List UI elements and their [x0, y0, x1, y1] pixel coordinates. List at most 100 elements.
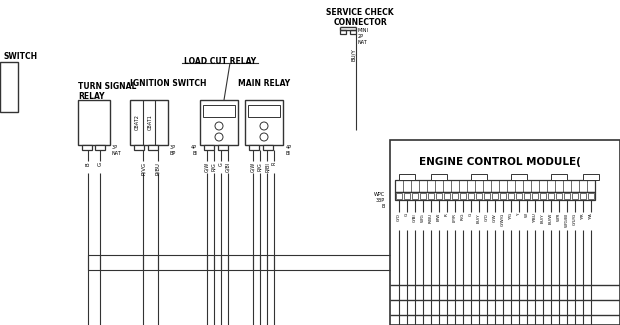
- Text: Y: Y: [517, 213, 521, 215]
- Text: G: G: [469, 213, 473, 216]
- Text: Y/G: Y/G: [509, 213, 513, 220]
- Text: LOAD CUT RELAY: LOAD CUT RELAY: [184, 57, 256, 66]
- Text: MAIN RELAY: MAIN RELAY: [238, 79, 290, 88]
- Text: 3P
NAT: 3P NAT: [112, 145, 122, 156]
- Bar: [436, 193, 442, 199]
- Bar: [399, 174, 415, 180]
- Text: W/G/BI: W/G/BI: [565, 213, 569, 227]
- Text: Y/BU: Y/BU: [533, 213, 537, 223]
- Bar: [492, 193, 498, 199]
- Bar: [130, 100, 168, 145]
- Text: 4P
BI: 4P BI: [286, 145, 292, 156]
- Bar: [390, 140, 620, 325]
- Text: W/R: W/R: [557, 213, 561, 221]
- Bar: [468, 193, 474, 199]
- Text: R/G: R/G: [461, 213, 465, 220]
- Text: R: R: [445, 213, 449, 216]
- Text: G/O: G/O: [485, 213, 489, 221]
- Bar: [484, 193, 490, 199]
- Text: BU/W: BU/W: [549, 213, 553, 224]
- Text: CONNECTOR: CONNECTOR: [333, 18, 387, 27]
- Text: MINI
2P
NAT: MINI 2P NAT: [358, 28, 369, 45]
- Bar: [508, 193, 514, 199]
- Bar: [148, 145, 158, 150]
- Bar: [556, 193, 562, 199]
- Bar: [452, 193, 458, 199]
- Text: G/W/G: G/W/G: [501, 213, 505, 227]
- Text: CBAT1: CBAT1: [148, 114, 153, 130]
- Text: BU/Y: BU/Y: [541, 213, 545, 223]
- Text: Y/A: Y/A: [589, 213, 593, 220]
- Bar: [200, 100, 238, 145]
- Bar: [248, 105, 280, 117]
- Bar: [428, 193, 434, 199]
- Text: R/G: R/G: [211, 162, 216, 171]
- Bar: [245, 100, 283, 145]
- Text: G/BI: G/BI: [413, 213, 417, 222]
- Bar: [500, 193, 506, 199]
- Text: TURN SIGNAL: TURN SIGNAL: [78, 82, 136, 91]
- Text: G: G: [218, 162, 223, 166]
- Text: W: W: [525, 213, 529, 217]
- Bar: [476, 193, 482, 199]
- Bar: [580, 193, 586, 199]
- Text: G/BI: G/BI: [226, 162, 231, 172]
- Text: ENGINE CONTROL MODULE(: ENGINE CONTROL MODULE(: [419, 157, 581, 167]
- Text: 4P
BI: 4P BI: [191, 145, 197, 156]
- Bar: [203, 105, 235, 117]
- Text: R: R: [272, 162, 277, 165]
- Bar: [218, 145, 228, 150]
- Text: G/W: G/W: [205, 162, 210, 172]
- Bar: [396, 193, 402, 199]
- Bar: [263, 145, 273, 150]
- Text: W/G: W/G: [421, 213, 425, 222]
- Bar: [540, 193, 546, 199]
- Text: BU/Y: BU/Y: [352, 48, 356, 61]
- Bar: [404, 193, 410, 199]
- Bar: [350, 30, 356, 34]
- Bar: [0, 62, 18, 112]
- Text: G: G: [97, 162, 102, 166]
- Bar: [548, 193, 554, 199]
- Text: SWITCH: SWITCH: [3, 52, 37, 61]
- Text: 3P
BP: 3P BP: [170, 145, 176, 156]
- Bar: [204, 145, 214, 150]
- Text: B: B: [86, 162, 91, 166]
- Text: R/BU: R/BU: [156, 162, 161, 175]
- Bar: [588, 193, 594, 199]
- Bar: [524, 193, 530, 199]
- Text: R/VG: R/VG: [141, 162, 146, 175]
- Bar: [340, 30, 346, 34]
- Bar: [395, 192, 595, 200]
- Bar: [82, 145, 92, 150]
- Bar: [511, 174, 527, 180]
- Bar: [551, 174, 567, 180]
- Text: IGNITION SWITCH: IGNITION SWITCH: [130, 79, 206, 88]
- Bar: [516, 193, 522, 199]
- Bar: [249, 145, 259, 150]
- Text: RELAY: RELAY: [78, 92, 105, 101]
- Bar: [95, 145, 105, 150]
- Bar: [564, 193, 570, 199]
- Bar: [444, 193, 450, 199]
- Text: B/W: B/W: [437, 213, 441, 221]
- Bar: [134, 145, 144, 150]
- Text: WPC
33P
B: WPC 33P B: [374, 192, 385, 209]
- Bar: [572, 193, 578, 199]
- Bar: [471, 174, 487, 180]
- Text: SERVICE CHECK: SERVICE CHECK: [326, 8, 394, 17]
- Text: G/O: G/O: [397, 213, 401, 221]
- Text: G/W: G/W: [493, 213, 497, 222]
- Text: R/BI: R/BI: [265, 162, 270, 172]
- Text: CBAT2: CBAT2: [135, 114, 140, 130]
- Bar: [78, 100, 110, 145]
- Bar: [583, 174, 599, 180]
- Text: G/W: G/W: [250, 162, 255, 172]
- Text: BU/Y: BU/Y: [477, 213, 481, 223]
- Bar: [460, 193, 466, 199]
- Bar: [395, 180, 595, 192]
- Bar: [431, 174, 447, 180]
- Text: LP/R: LP/R: [453, 213, 457, 222]
- Text: G: G: [405, 213, 409, 216]
- Bar: [532, 193, 538, 199]
